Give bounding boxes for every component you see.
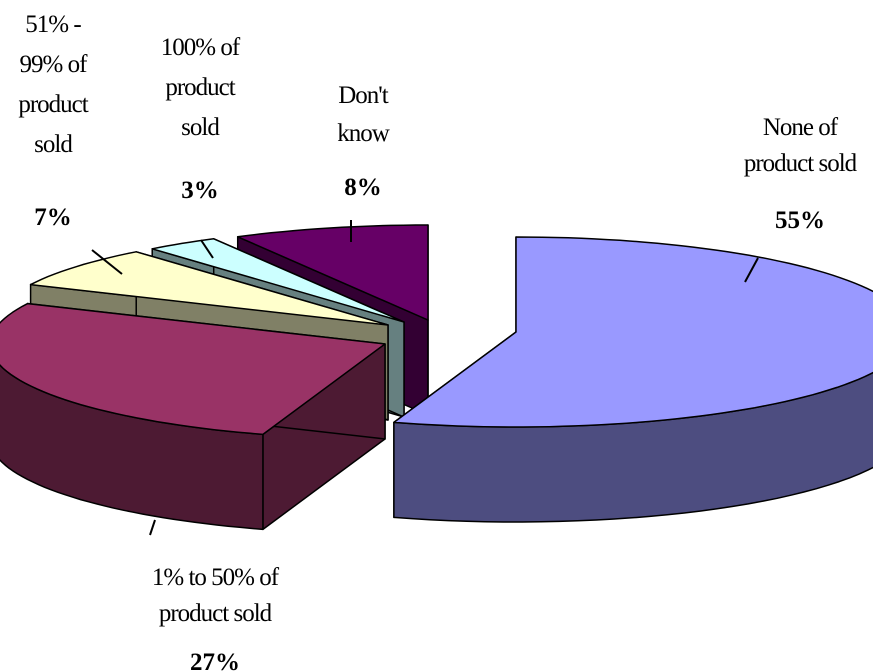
- slice-label-4: Don't know 8%: [337, 82, 391, 242]
- leader-line: [200, 239, 214, 259]
- pie-slice-1: [0, 302, 386, 436]
- slice-label-line: product sold: [159, 600, 273, 627]
- leader-line: [91, 249, 123, 275]
- slice-value-label: 27%: [190, 649, 240, 671]
- pie-slice-tops: [0, 224, 873, 436]
- slice-label-line: 99% of: [20, 51, 89, 78]
- slice-label-1: 1% to 50% of product sold 27%: [149, 519, 281, 671]
- slice-value-label: 3%: [181, 177, 219, 204]
- pie-slice-4: [236, 224, 429, 321]
- pie-slice-0: [393, 236, 873, 428]
- slice-label-line: 1% to 50% of: [152, 564, 280, 591]
- slice-value-label: 55%: [775, 207, 825, 234]
- pie-labels: None of product sold 55% 1% to 50% of produc…: [18, 11, 859, 671]
- slice-label-0: None of product sold 55%: [744, 114, 859, 283]
- slice-label-line: product: [165, 74, 235, 101]
- pie-slice-2: [29, 251, 389, 326]
- slice-label-line: 100% of: [161, 34, 241, 61]
- slice-label-line: product: [18, 91, 88, 118]
- pie-slice-3: [151, 238, 405, 323]
- slice-label-3: 100% of product sold 3%: [161, 34, 242, 259]
- leader-line: [149, 519, 156, 536]
- slice-label-line: know: [337, 120, 390, 147]
- slice-label-line: None of: [763, 114, 839, 141]
- slice-label-line: Don't: [338, 82, 389, 109]
- slice-label-line: product sold: [744, 150, 858, 177]
- slice-label-2: 51% - 99% of product sold 7%: [18, 11, 123, 275]
- slice-value-label: 7%: [34, 204, 72, 231]
- slice-label-line: sold: [34, 131, 73, 158]
- slice-label-line: sold: [181, 114, 220, 141]
- slice-label-line: 51% -: [25, 11, 81, 38]
- leader-line: [744, 257, 759, 283]
- slice-value-label: 8%: [344, 174, 382, 201]
